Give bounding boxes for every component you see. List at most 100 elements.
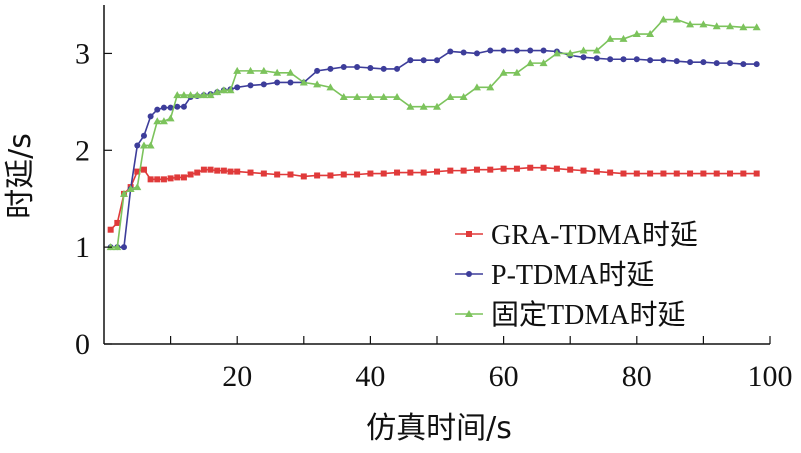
data-point (434, 168, 440, 175)
data-point (214, 167, 221, 174)
data-point (687, 59, 694, 66)
data-point (552, 49, 561, 57)
data-point (633, 170, 640, 177)
data-point (500, 47, 507, 54)
data-point (406, 102, 415, 110)
data-point (434, 57, 440, 64)
data-point (353, 93, 362, 101)
data-point (206, 91, 215, 99)
data-point (154, 106, 161, 113)
data-point (647, 57, 654, 64)
data-point (173, 91, 182, 99)
data-point (460, 49, 467, 56)
series-1 (107, 164, 760, 233)
data-point (713, 60, 720, 67)
data-point (393, 93, 402, 101)
data-point (607, 169, 614, 176)
data-point (134, 142, 141, 149)
x-tick-label: 80 (622, 360, 652, 393)
data-point (607, 56, 614, 63)
x-tick-label: 100 (748, 360, 793, 393)
data-point (133, 183, 142, 191)
data-point (713, 170, 720, 177)
data-point (174, 103, 181, 110)
plot-area (106, 15, 761, 251)
y-tick-label: 0 (75, 328, 90, 361)
data-point (167, 175, 174, 182)
data-point (646, 30, 655, 38)
x-tick-label: 60 (489, 360, 519, 393)
data-point (752, 23, 761, 31)
data-point (712, 22, 721, 30)
data-point (460, 167, 467, 174)
data-point (227, 168, 234, 175)
x-tick-label: 40 (355, 360, 385, 393)
data-point (166, 114, 175, 122)
tick-labels: 0 1 2 3 20 40 60 80 100 (75, 37, 793, 393)
data-point (513, 47, 520, 54)
data-point (146, 141, 155, 149)
data-point (159, 117, 168, 125)
data-point (260, 170, 267, 177)
data-point (186, 91, 195, 99)
data-point (226, 86, 235, 94)
data-point (447, 48, 454, 55)
data-point (433, 102, 441, 110)
data-point (160, 104, 167, 111)
data-point (487, 47, 494, 54)
data-point (699, 20, 708, 28)
data-point (380, 65, 387, 72)
data-point (199, 91, 208, 99)
data-point (647, 170, 654, 177)
y-tick-label: 2 (75, 134, 90, 167)
data-point (180, 103, 187, 110)
y-tick-label: 1 (75, 231, 90, 264)
y-axis-title: 时延/s (3, 133, 38, 219)
data-point (740, 61, 747, 68)
data-point (314, 67, 321, 74)
data-point (592, 46, 601, 54)
data-point (593, 55, 600, 62)
data-point (700, 170, 707, 177)
data-point (354, 63, 361, 70)
data-point (200, 166, 207, 173)
data-point (539, 59, 548, 67)
x-tick-label: 20 (222, 360, 252, 393)
data-point (579, 46, 588, 54)
data-point (354, 171, 361, 178)
data-point (420, 169, 427, 176)
data-point (527, 164, 534, 171)
data-point (394, 65, 401, 72)
data-point (407, 169, 414, 176)
legend-marker (465, 310, 473, 317)
data-point (287, 171, 294, 178)
data-point (660, 170, 667, 177)
data-point (580, 54, 587, 61)
data-point (154, 176, 161, 183)
data-point (526, 59, 535, 67)
data-point (147, 113, 154, 120)
data-point (299, 78, 308, 86)
data-point (500, 165, 507, 172)
data-point (632, 30, 641, 38)
data-point (740, 170, 747, 177)
data-point (619, 34, 628, 42)
data-point (234, 168, 241, 175)
data-point (472, 83, 481, 91)
data-point (606, 34, 615, 42)
data-point (727, 60, 734, 67)
x-axis-title: 仿真时间/s (366, 411, 512, 446)
data-point (260, 81, 267, 88)
data-point (139, 141, 148, 149)
y-tick-label: 3 (75, 37, 90, 70)
data-point (673, 170, 680, 177)
data-point (300, 173, 307, 180)
data-point (419, 102, 428, 110)
data-point (340, 63, 347, 70)
data-point (473, 166, 480, 173)
data-point (174, 174, 181, 181)
data-point (407, 57, 414, 64)
data-point (194, 169, 201, 176)
data-point (487, 166, 494, 173)
